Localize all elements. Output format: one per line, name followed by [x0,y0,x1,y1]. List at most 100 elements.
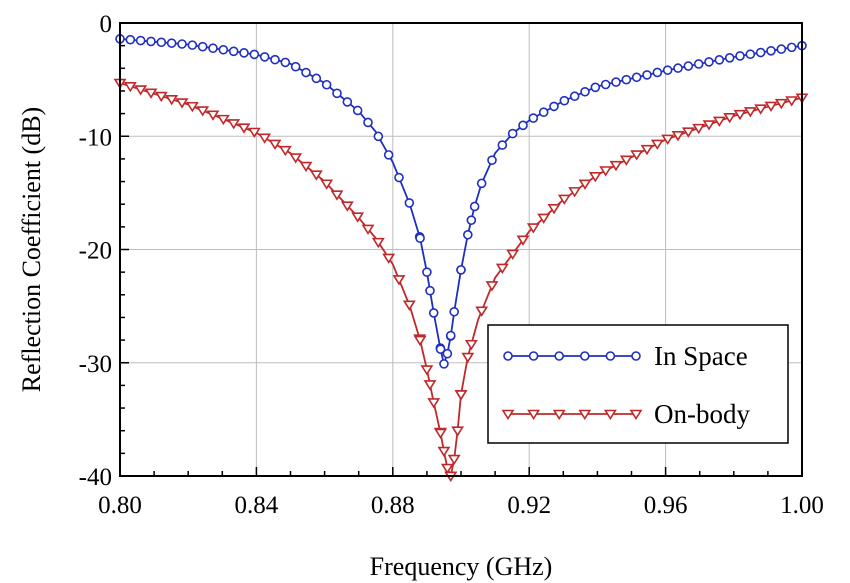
data-point [425,285,435,296]
legend-label: In Space [654,341,748,371]
series-markers [113,78,809,483]
data-point [311,73,322,84]
data-point [466,215,477,225]
data-point [259,52,270,62]
data-point [619,155,633,166]
legend-marker [629,409,643,421]
legend-item: On-body [501,399,750,429]
data-point [332,88,342,99]
data-point [487,155,497,165]
data-point [712,116,726,127]
data-point [218,44,229,55]
data-point [538,107,549,118]
data-point [733,109,747,121]
data-point [454,390,468,401]
data-point [428,308,439,318]
data-point [506,249,520,260]
data-point [475,306,489,317]
data-point [652,67,663,78]
data-point [456,265,466,275]
legend-marker [631,351,641,361]
data-point [776,44,787,54]
data-point [702,120,716,131]
data-point [640,144,654,156]
data-point [187,40,198,50]
data-point [249,49,260,60]
data-point [559,95,570,106]
data-point [321,79,332,90]
data-point [330,190,344,201]
y-tick-label: -40 [79,464,112,491]
data-point [352,105,363,116]
data-point [447,454,461,466]
legend-marker [554,351,565,361]
data-point [290,61,301,72]
legend-marker [527,409,541,421]
y-tick-label: -20 [79,238,112,265]
data-point [764,101,778,112]
data-point [714,55,725,65]
data-point [363,117,373,128]
data-point [469,201,480,212]
data-point [392,275,406,286]
data-point [134,85,148,96]
series-line [119,38,803,365]
legend-marker [605,351,616,361]
data-point [464,339,478,351]
series-on-body [113,78,809,483]
data-point [208,43,218,54]
data-point [299,161,313,173]
x-tick-label: 0.96 [644,492,688,519]
x-tick-labels: 0.80 0.84 0.88 0.92 0.96 1.00 [98,492,824,519]
data-point [549,101,559,112]
data-point [650,139,664,150]
data-point [371,237,385,249]
data-point [774,98,788,110]
data-point [413,335,427,347]
data-point [144,88,158,99]
data-point [196,106,210,117]
legend-marker [528,351,539,361]
y-tick-label: -30 [79,351,112,378]
data-point [320,179,334,190]
data-point [351,212,365,223]
data-point [422,267,432,277]
data-point [156,37,167,48]
legend: In Space On-body [487,324,789,444]
data-point [743,107,757,118]
data-point [442,348,453,359]
data-point [373,131,384,142]
data-point [547,204,561,215]
data-point [270,54,280,65]
data-point [394,172,404,183]
data-point [745,49,756,60]
data-point [693,59,704,69]
data-point [166,38,177,48]
data-point [463,229,473,240]
data-point [755,47,766,58]
data-point [600,79,611,90]
data-point [526,223,540,234]
data-point [580,86,590,97]
data-point [340,201,354,212]
data-point [518,120,528,131]
data-point [724,52,735,63]
data-point [420,365,434,376]
data-point [681,127,695,138]
legend-item: In Space [503,341,748,371]
data-point [735,51,745,61]
data-point [661,134,675,145]
legend-marker [579,351,590,361]
data-point [590,82,601,93]
data-point [258,133,272,144]
data-point [754,104,768,115]
data-point [435,344,446,354]
data-point [239,48,249,58]
data-point [588,171,602,183]
x-tick-label: 0.84 [235,492,279,519]
data-point [476,178,487,189]
data-point [177,39,187,49]
data-point [786,42,797,53]
y-axis-label: Reflection Coefficient (dB) [17,107,46,392]
data-point [402,300,416,311]
